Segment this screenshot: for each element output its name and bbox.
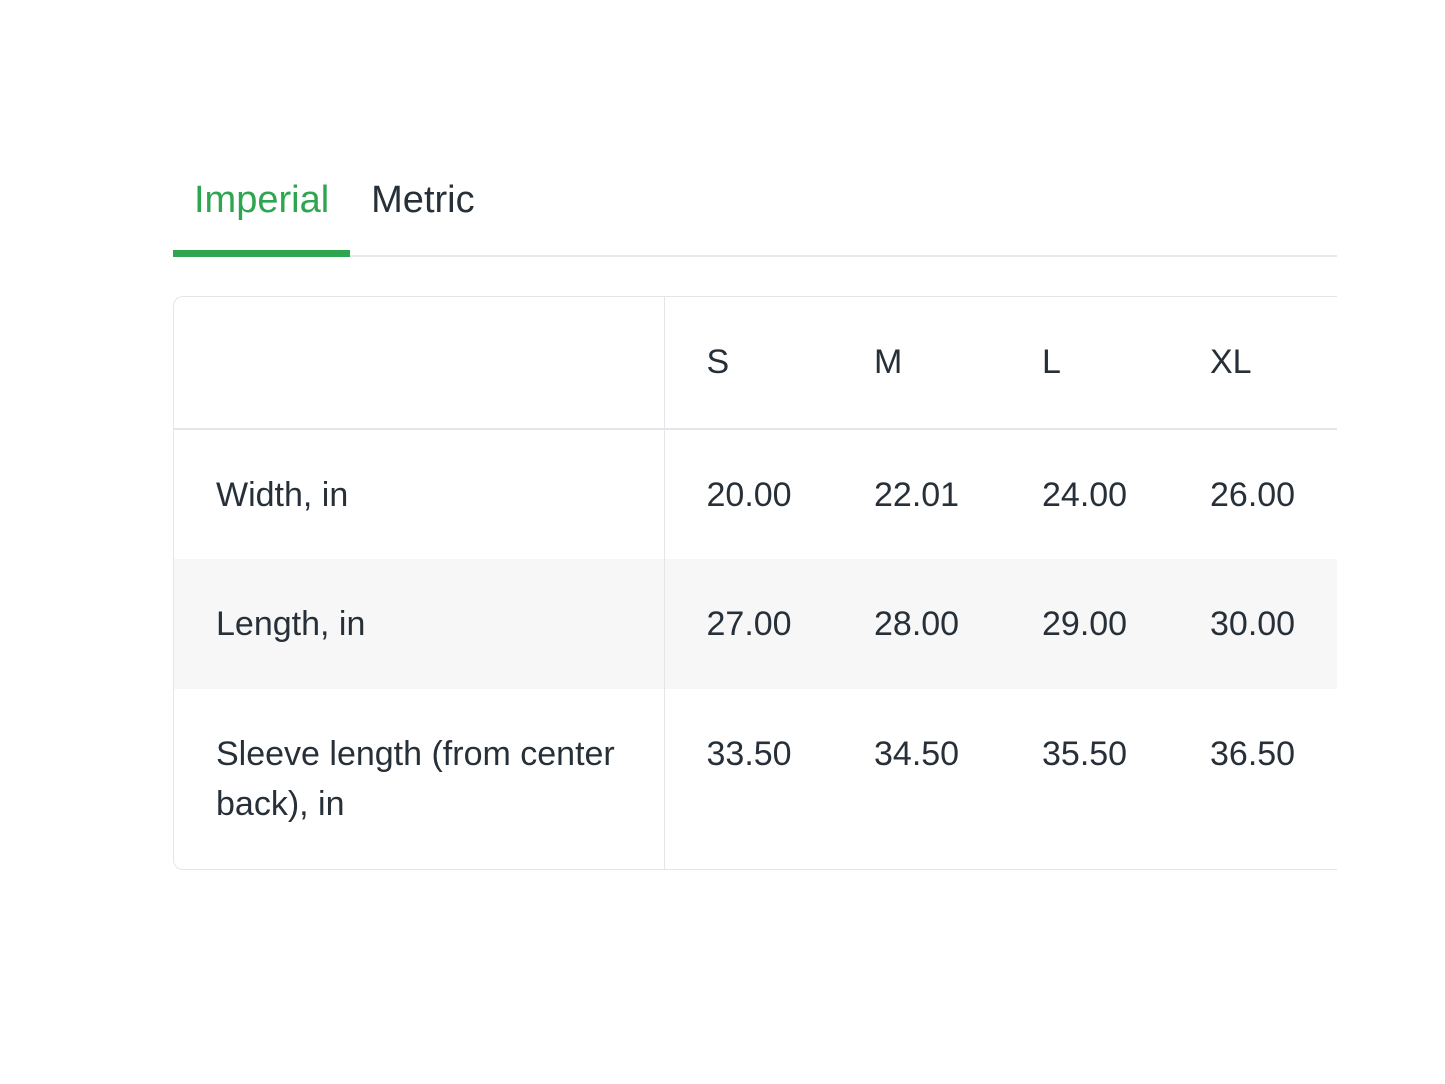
size-chart-header-row: S M L XL [174, 297, 1337, 430]
cell-value: 36.50 [1210, 735, 1296, 773]
tab-metric[interactable]: Metric [371, 179, 475, 221]
cell-value: 22.01 [874, 476, 960, 514]
cell-value: 20.00 [706, 476, 792, 514]
cell-value: 27.00 [706, 605, 792, 643]
cell-value: 26.00 [1210, 476, 1296, 514]
column-header-m: M [832, 297, 1000, 430]
measurement-header-cell [174, 297, 665, 430]
column-header-s: S [664, 297, 832, 430]
cell-value: 33.50 [706, 735, 792, 773]
cell-value: 30.00 [1210, 605, 1296, 643]
size-chart-table: S M L XL Width, in 20.00 22.01 24.00 26.… [174, 297, 1337, 869]
cell-value: 28.00 [874, 605, 960, 643]
row-label: Sleeve length (from center back), in [174, 689, 665, 869]
column-header-l: L [1000, 297, 1168, 430]
column-header-xl: XL [1168, 297, 1337, 430]
row-label: Length, in [174, 559, 665, 689]
unit-tab-bar: Imperial Metric [173, 170, 1337, 257]
row-label: Width, in [174, 429, 665, 559]
table-row-sleeve-length: Sleeve length (from center back), in 33.… [174, 689, 1337, 869]
table-row-width: Width, in 20.00 22.01 24.00 26.00 [174, 429, 1337, 559]
size-chart-scroll-container[interactable]: S M L XL Width, in 20.00 22.01 24.00 26.… [173, 296, 1337, 870]
cell-value: 35.50 [1042, 735, 1128, 773]
table-row-length: Length, in 27.00 28.00 29.00 30.00 [174, 559, 1337, 689]
cell-value: 34.50 [874, 735, 960, 773]
tab-imperial[interactable]: Imperial [173, 170, 351, 257]
cell-value: 29.00 [1042, 605, 1128, 643]
cell-value: 24.00 [1042, 476, 1128, 514]
